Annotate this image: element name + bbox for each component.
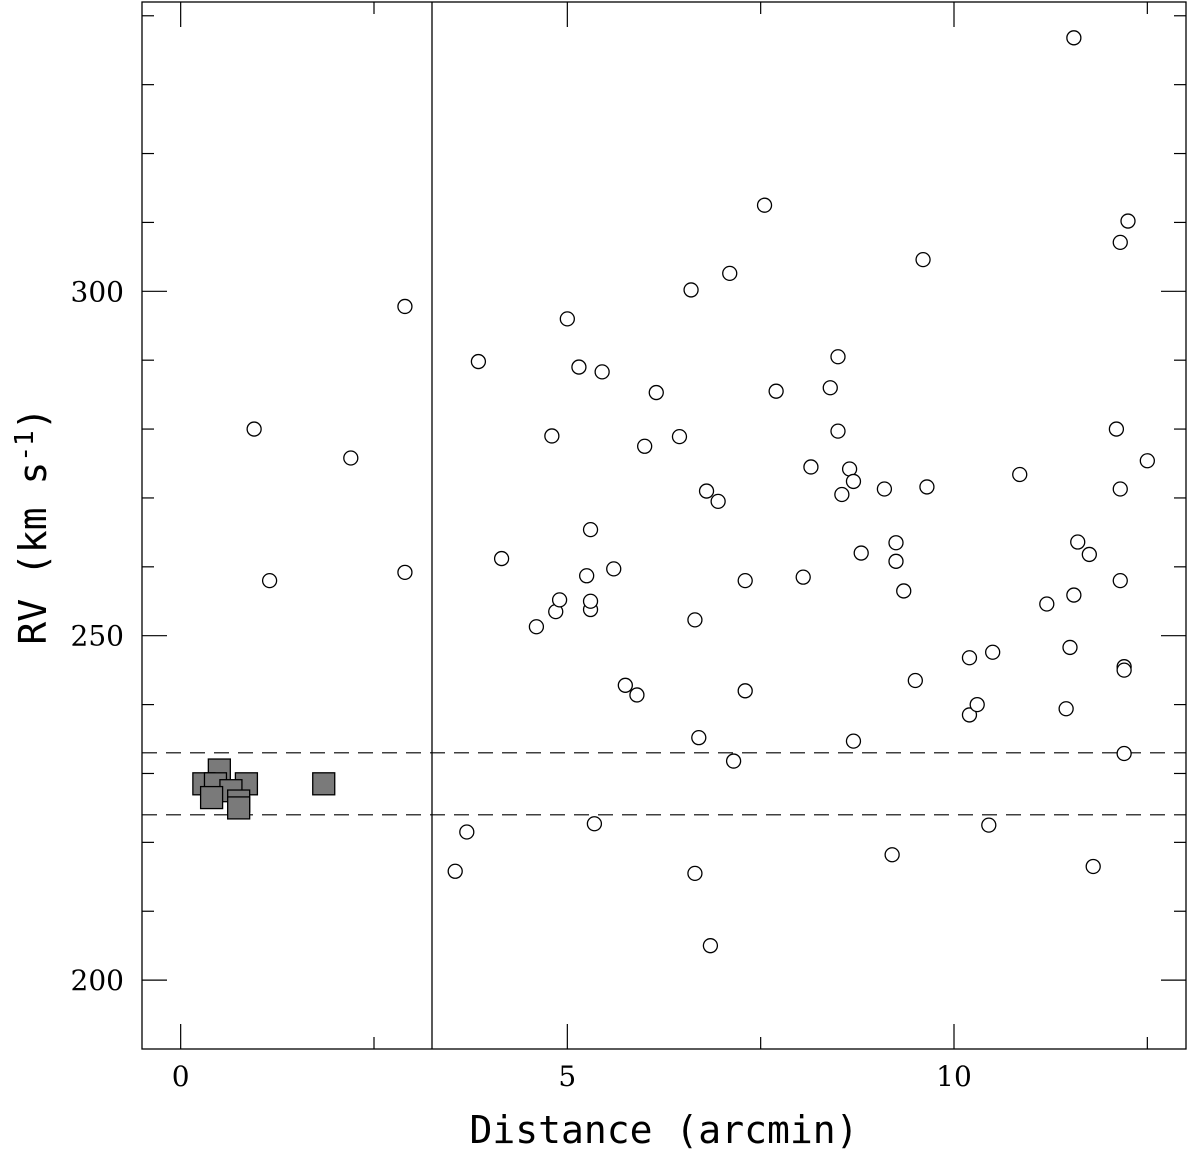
open-circle-point [830,423,846,439]
open-circle-point [1081,546,1097,563]
open-circle-point [919,479,935,495]
open-circle-point [470,353,487,370]
open-circle-point [845,473,862,490]
x-tick-label: 10 [936,1060,972,1093]
open-circle-point [1120,213,1136,229]
open-circle-point [1112,234,1128,251]
open-circle-point [1116,745,1132,762]
open-circle-point [1058,701,1074,717]
open-circle-point [687,865,703,882]
y-tick-label: 200 [71,964,124,997]
open-circle-point [1012,466,1028,483]
y-axis-title: RV (km s-1) [10,407,55,644]
open-circle-point [343,450,359,466]
open-circle-point [803,459,819,475]
open-circle-point [544,428,560,444]
open-circle-point [559,311,575,327]
open-circle-point [1066,30,1082,46]
open-circle-point [617,677,633,693]
open-circle-point [1112,481,1128,497]
open-circle-point [737,572,753,589]
open-circle-point [961,707,978,723]
open-circle-point [1112,572,1128,589]
open-circle-point [756,197,773,213]
open-circle-point [737,683,753,699]
open-circle-point [961,650,978,666]
open-circle-point [830,349,846,365]
open-circle-point [915,251,931,268]
open-circle-point [1070,534,1086,550]
y-axis-title-main: RV (km s [11,462,55,645]
filled-square-point [199,785,224,810]
open-circle-point [1108,421,1125,437]
open-circle-point [582,593,599,609]
open-circle-point [985,644,1001,660]
tick-labels: 0 5 10 200 250 300 [71,275,972,1093]
open-circle-point [637,438,653,454]
open-circle-point [648,384,664,401]
open-circle-point [671,428,688,445]
open-circle-point [528,619,545,635]
y-axis-title-tail: ) [11,407,55,430]
axes [141,1,1187,1050]
open-circle-point [981,817,997,833]
x-tick-label: 0 [172,1060,190,1093]
open-circle-point [629,687,645,703]
open-circle-point [888,553,904,569]
open-circle-point [397,298,413,315]
open-circle-point [579,568,595,584]
open-circle-point [594,364,610,380]
open-circle-point [246,421,262,437]
open-circle-point [725,753,742,769]
open-circle-point [1139,453,1155,469]
y-tick-label: 300 [71,275,124,308]
open-circle-point [896,583,912,599]
y-tick-label: 250 [71,620,124,653]
open-circle-point [853,545,869,561]
data-points [192,30,1155,954]
open-circle-point [834,486,850,503]
open-circle-point [888,535,904,551]
open-circle-point [571,359,587,375]
open-circle-point [1066,587,1082,603]
open-circle-point [845,733,862,749]
open-circle-point [876,481,893,497]
reference-lines [142,2,1186,1049]
open-circle-point [397,564,413,580]
open-circle-point [702,938,719,954]
x-axis-title: Distance (arcmin) [470,1108,859,1152]
open-circle-point [1062,639,1078,656]
open-circle-point [261,572,278,589]
open-circle-point [683,282,699,298]
open-circle-point [822,380,838,396]
open-circle-point [907,672,923,689]
open-circle-point [586,816,603,832]
open-circle-point [1085,858,1101,875]
open-circle-point [691,730,707,746]
open-circle-point [551,592,568,608]
open-circle-point [698,483,715,499]
open-circle-point [1039,596,1055,612]
open-circle-point [884,847,900,863]
open-circle-point [447,863,463,879]
y-axis-title-superscript: -1 [10,430,40,461]
open-circle-point [969,696,985,713]
open-circle-point [722,265,738,282]
plot-frame [141,1,1187,1050]
open-circle-point [459,824,475,840]
open-circle-point [795,569,811,585]
open-circle-point [710,493,726,510]
open-circle-point [768,383,784,399]
open-circle-point [687,612,703,628]
filled-square-point [312,772,336,796]
open-circle-point [1116,662,1132,678]
open-circle-point [582,521,599,538]
open-circle-point [493,550,510,567]
x-tick-label: 5 [558,1060,576,1093]
filled-square-point [227,796,251,820]
open-circle-point [606,561,622,577]
